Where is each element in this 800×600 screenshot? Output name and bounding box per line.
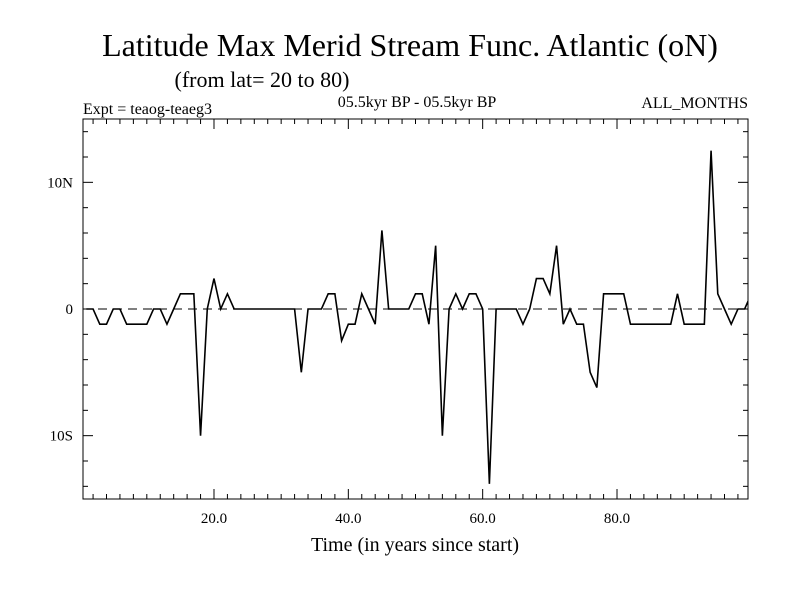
chart-subtitle: (from lat= 20 to 80): [175, 67, 350, 92]
axis-ticks: [83, 119, 748, 499]
x-tick-label: 40.0: [335, 511, 361, 527]
chart-title: Latitude Max Merid Stream Func. Atlantic…: [102, 27, 718, 63]
period-label: 05.5kyr BP - 05.5kyr BP: [338, 94, 497, 111]
series-layer: [86, 150, 748, 484]
x-tick-label: 20.0: [201, 511, 227, 527]
x-tick-label: 80.0: [604, 511, 630, 527]
months-label: ALL_MONTHS: [641, 95, 748, 112]
y-tick-label: 10S: [50, 429, 73, 445]
experiment-label: Expt = teaog-teaeg3: [83, 101, 212, 118]
series-line-0: [86, 150, 748, 484]
y-tick-label: 10N: [47, 175, 73, 191]
y-tick-label: 0: [66, 302, 74, 318]
tick-labels: 20.0 40.0 60.0 80.0 10N 0 10S: [47, 175, 630, 527]
x-tick-label: 60.0: [470, 511, 496, 527]
x-axis-label: Time (in years since start): [311, 534, 519, 556]
